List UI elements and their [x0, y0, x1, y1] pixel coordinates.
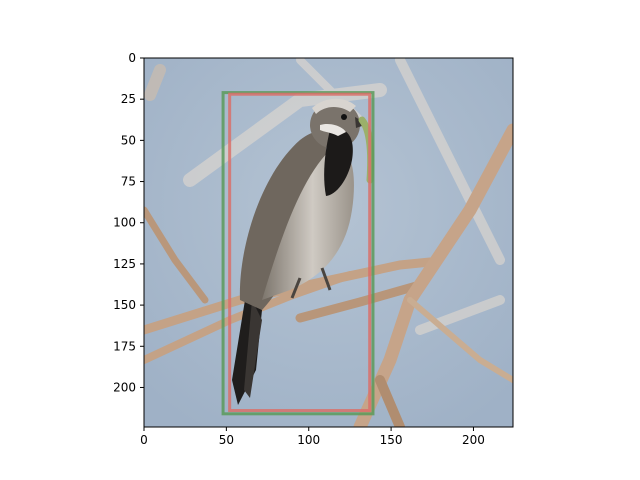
- x-tick-label: 100: [297, 433, 320, 447]
- y-tick-label: 0: [128, 51, 136, 65]
- green-bounding-box: [221, 91, 375, 416]
- red-bounding-box: [228, 92, 372, 413]
- bounding-boxes: [221, 91, 375, 416]
- x-tick-label: 50: [219, 433, 234, 447]
- x-tick-label: 150: [380, 433, 403, 447]
- x-axis: 0 50 100 150 200: [140, 427, 485, 447]
- y-tick-label: 100: [113, 216, 136, 230]
- y-tick-label: 125: [113, 257, 136, 271]
- y-tick-label: 200: [113, 380, 136, 394]
- y-tick-label: 150: [113, 298, 136, 312]
- x-tick-label: 200: [462, 433, 485, 447]
- y-axis: 0 25 50 75 100 125 150 175 200: [113, 51, 144, 394]
- y-tick-label: 50: [121, 133, 136, 147]
- bird: [232, 98, 375, 405]
- axes-frame: [143, 57, 514, 428]
- bird-photo: [144, 58, 513, 427]
- y-tick-label: 25: [121, 92, 136, 106]
- y-tick-label: 75: [121, 175, 136, 189]
- x-tick-label: 0: [140, 433, 148, 447]
- y-tick-label: 175: [113, 339, 136, 353]
